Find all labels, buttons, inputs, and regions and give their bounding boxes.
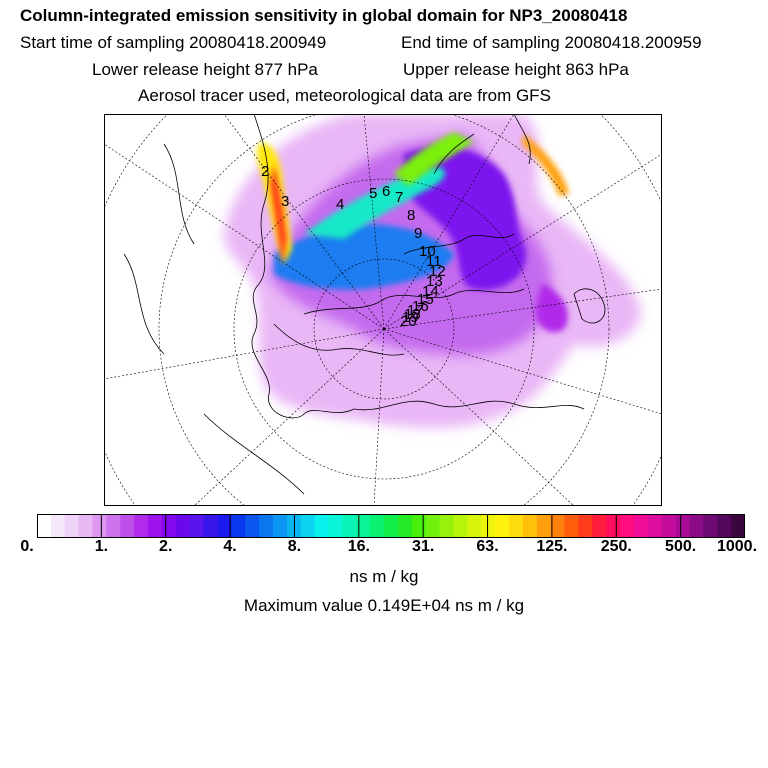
colorbar-cell — [134, 514, 149, 538]
start-time-label: Start time of sampling 20080418.200949 — [20, 33, 327, 52]
colorbar-cell — [522, 514, 538, 538]
colorbar-cell — [703, 514, 718, 538]
colorbar-cell — [453, 514, 468, 538]
colorbar-cell — [620, 514, 635, 538]
trajectory-label: 6 — [382, 183, 390, 200]
colorbar-cell — [64, 514, 80, 538]
colorbar-cell — [592, 514, 607, 538]
colorbar-cell — [203, 514, 219, 538]
colorbar-tick-label: 31. — [412, 538, 435, 555]
colorbar-cell — [397, 514, 413, 538]
trajectory-label: 8 — [407, 207, 415, 224]
colorbar-tick-label: 63. — [476, 538, 499, 555]
colorbar-cell — [647, 514, 663, 538]
colorbar-cell — [564, 514, 580, 538]
colorbar-cell — [411, 514, 427, 538]
sensitivity-map: 2 3 4 5 6 7 8 9 10 11 12 13 14 15 16 17 … — [104, 114, 662, 506]
colorbar-cell — [300, 514, 316, 538]
colorbar-cell — [50, 514, 66, 538]
trajectory-label: 17 — [407, 302, 424, 319]
tracer-note-label: Aerosol tracer used, meteorological data… — [138, 86, 551, 105]
colorbar-tick-label: 500. — [665, 538, 697, 555]
colorbar-tick-label: 250. — [600, 538, 632, 555]
colorbar-cell — [509, 514, 524, 538]
colorbar-cell — [370, 514, 385, 538]
colorbar-cell — [384, 514, 399, 538]
colorbar-tick-label: 16. — [347, 538, 370, 555]
colorbar-cell — [189, 514, 205, 538]
trajectory-label: 9 — [414, 225, 422, 242]
colorbar-cell — [425, 514, 441, 538]
trajectory-label: 16 — [412, 298, 429, 315]
trajectory-label: 20 — [400, 313, 417, 330]
colorbar-cell — [675, 514, 691, 538]
colorbar-cell — [328, 514, 344, 538]
plot-title: Column-integrated emission sensitivity i… — [20, 6, 628, 25]
sensitivity-field — [224, 114, 641, 428]
colorbar-cell — [148, 514, 163, 538]
colorbar-cell — [578, 514, 593, 538]
colorbar-cell — [481, 514, 496, 538]
colorbar — [37, 514, 745, 538]
colorbar-cell — [314, 514, 330, 538]
trajectory-label: 14 — [422, 283, 439, 300]
colorbar-cell — [439, 514, 455, 538]
maximum-value-label: Maximum value 0.149E+04 ns m / kg — [243, 596, 525, 615]
trajectory-label: 3 — [281, 193, 289, 210]
trajectory-label: 15 — [417, 291, 434, 308]
colorbar-cell — [717, 514, 732, 538]
colorbar-cell — [633, 514, 649, 538]
colorbar-tick-label: 2. — [159, 538, 173, 555]
colorbar-cell — [606, 514, 621, 538]
trajectory-label: 7 — [395, 189, 403, 206]
colorbar-cell — [689, 514, 704, 538]
trajectory-label: 13 — [426, 273, 443, 290]
colorbar-tick-label: 1. — [94, 538, 109, 555]
colorbar-tick-label: 1000. — [716, 538, 758, 555]
trajectory-label: 11 — [426, 253, 442, 270]
colorbar-cell — [661, 514, 677, 538]
colorbar-tick-label: 125. — [536, 538, 568, 555]
trajectory-labels: 2 3 4 5 6 7 8 9 10 11 12 13 14 15 16 17 … — [261, 163, 446, 330]
colorbar-tick-label: 4. — [223, 538, 237, 555]
colorbar-cell — [175, 514, 191, 538]
colorbar-cell — [78, 514, 94, 538]
colorbar-units: ns m / kg — [349, 567, 419, 586]
colorbar-cell — [245, 514, 260, 538]
colorbar-cell — [356, 514, 371, 538]
colorbar-cell — [495, 514, 510, 538]
trajectory-label: 10 — [419, 243, 436, 260]
colorbar-cells — [37, 514, 745, 538]
end-time-label: End time of sampling 20080418.200959 — [401, 33, 702, 52]
upper-release-label: Upper release height 863 hPa — [403, 60, 629, 79]
colorbar-cell — [106, 514, 121, 538]
trajectory-label: 4 — [336, 196, 344, 213]
colorbar-cell — [231, 514, 246, 538]
colorbar-tick-label: 0. — [20, 538, 34, 555]
colorbar-cell — [731, 514, 745, 538]
colorbar-cell — [161, 514, 177, 538]
colorbar-cell — [536, 514, 552, 538]
colorbar-cell — [550, 514, 566, 538]
colorbar-cell — [120, 514, 135, 538]
colorbar-cell — [92, 514, 108, 538]
colorbar-separators — [100, 514, 682, 538]
trajectory-label: 5 — [369, 185, 377, 202]
colorbar-cell — [273, 514, 288, 538]
coastlines — [123, 114, 606, 495]
colorbar-cell — [342, 514, 357, 538]
colorbar-cell — [37, 514, 52, 538]
trajectory-label: 12 — [429, 263, 446, 280]
trajectory-label: 19 — [402, 309, 419, 326]
trajectory-label: 18 — [404, 306, 421, 323]
colorbar-cell — [217, 514, 232, 538]
colorbar-tick-label: 8. — [287, 538, 302, 555]
colorbar-cell — [259, 514, 274, 538]
trajectory-label: 2 — [261, 163, 269, 180]
lower-release-label: Lower release height 877 hPa — [92, 60, 318, 79]
colorbar-cell — [467, 514, 482, 538]
